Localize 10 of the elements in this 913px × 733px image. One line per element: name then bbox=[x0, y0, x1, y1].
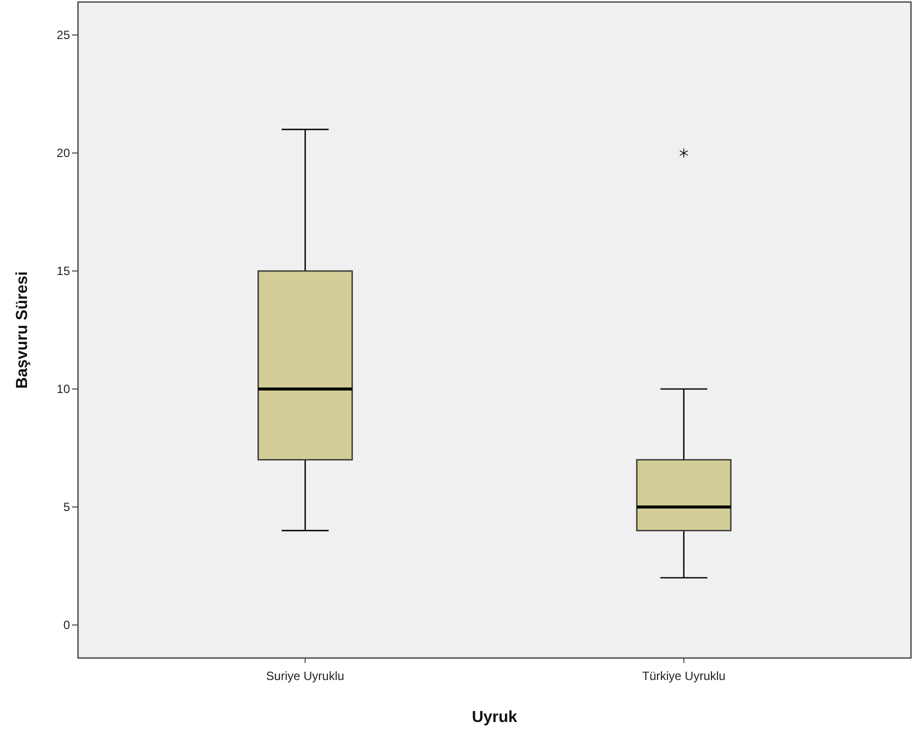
x-axis-title: Uyruk bbox=[472, 709, 518, 726]
y-tick-label: 5 bbox=[63, 500, 70, 514]
y-tick-label: 0 bbox=[63, 618, 70, 632]
y-tick-label: 10 bbox=[56, 382, 70, 396]
x-tick-label: Türkiye Uyruklu bbox=[642, 669, 726, 683]
y-tick-label: 20 bbox=[56, 146, 70, 160]
y-axis-title: Başvuru Süresi bbox=[14, 271, 31, 389]
y-tick-label: 15 bbox=[56, 264, 70, 278]
x-tick-label: Suriye Uyruklu bbox=[266, 669, 344, 683]
y-tick-label: 25 bbox=[56, 28, 70, 42]
